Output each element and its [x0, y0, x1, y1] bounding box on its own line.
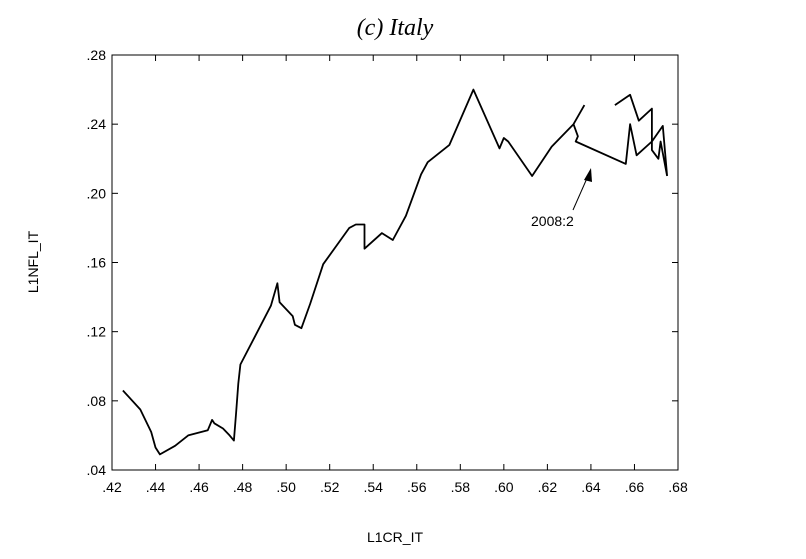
- annotation-arrowhead: [584, 168, 592, 182]
- y-tick-label: .12: [87, 324, 107, 340]
- x-tick-label: .60: [494, 479, 514, 495]
- y-tick-label: .16: [87, 255, 107, 271]
- data-line: [122, 88, 668, 456]
- y-tick-label: .28: [87, 47, 107, 63]
- chart-title: (c) Italy: [357, 15, 434, 41]
- y-tick-label: .20: [87, 185, 107, 201]
- y-axis-label: L1NFL_IT: [25, 230, 41, 293]
- x-tick-label: .50: [276, 479, 296, 495]
- plot-frame: [111, 54, 679, 471]
- x-tick-label: .62: [538, 479, 558, 495]
- y-tick-label: .24: [87, 116, 107, 132]
- x-tick-label: .54: [363, 479, 383, 495]
- y-tick-label: .08: [87, 393, 107, 409]
- x-tick-label: .42: [102, 479, 122, 495]
- annotation: 2008:2: [531, 213, 574, 229]
- x-tick-label: .64: [581, 479, 601, 495]
- x-tick-label: .56: [407, 479, 427, 495]
- x-tick-label: .46: [189, 479, 209, 495]
- annotation-arrow: [572, 175, 589, 211]
- x-tick-label: .66: [625, 479, 645, 495]
- x-axis-label: L1CR_IT: [367, 529, 423, 545]
- x-tick-label: .52: [320, 479, 340, 495]
- x-tick-label: .58: [451, 479, 471, 495]
- x-tick-label: .68: [668, 479, 688, 495]
- x-tick-label: .44: [146, 479, 166, 495]
- y-tick-label: .04: [87, 462, 107, 478]
- x-tick-label: .48: [233, 479, 253, 495]
